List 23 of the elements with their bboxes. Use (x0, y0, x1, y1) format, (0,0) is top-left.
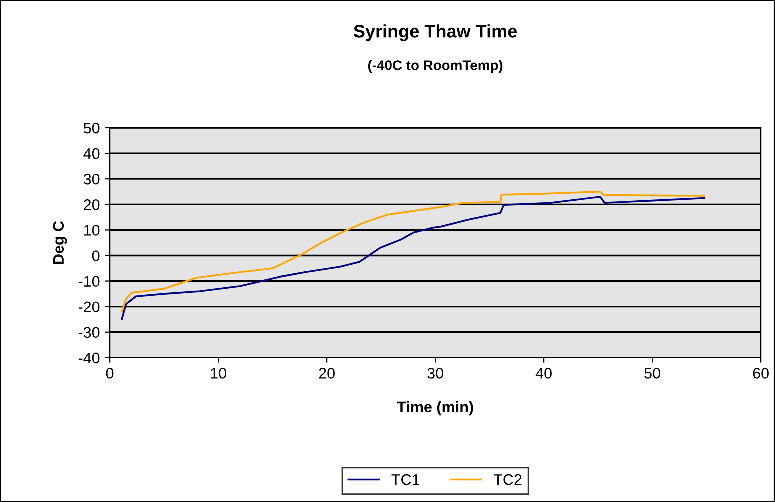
legend-label: TC2 (494, 474, 522, 486)
y-tick-label: 20 (84, 200, 100, 210)
y-tick-label: 10 (84, 225, 100, 236)
x-tick-label: 0 (106, 368, 114, 379)
x-tick-label: 50 (644, 368, 660, 379)
y-tick-label: 30 (84, 174, 100, 185)
legend-label: TC1 (392, 474, 420, 486)
y-tick-label: 50 (84, 122, 100, 134)
chart-title: Syringe Thaw Time (354, 24, 518, 42)
y-tick-label: 0 (92, 250, 100, 262)
chart-subtitle: (-40C to RoomTemp) (368, 60, 503, 74)
x-tick-label: 10 (211, 368, 226, 379)
x-tick-label: 20 (319, 368, 335, 379)
y-tick-label: -30 (78, 327, 100, 338)
y-tick-label: 40 (84, 148, 100, 160)
x-tick-label: 30 (428, 368, 444, 379)
x-tick-label: 40 (536, 368, 552, 379)
y-tick-label: -20 (78, 302, 100, 313)
x-tick-label: 60 (753, 368, 769, 379)
y-tick-label: -40 (78, 352, 100, 364)
y-axis-title: Deg C (53, 221, 68, 264)
x-axis-title: Time (min) (397, 401, 474, 416)
y-tick-label: -10 (78, 276, 100, 287)
